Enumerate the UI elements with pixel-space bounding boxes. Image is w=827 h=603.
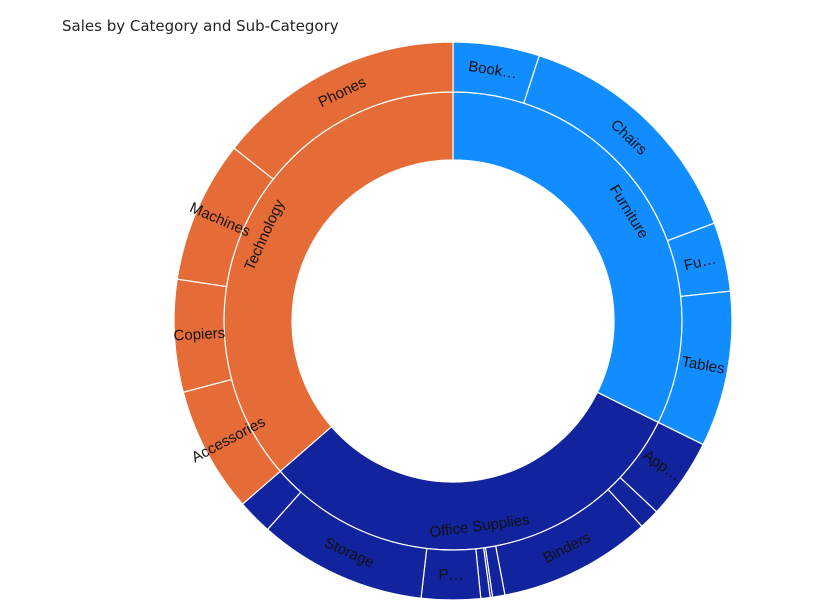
subcategory-label-paper: P… — [439, 566, 464, 583]
subcategory-segment-phones[interactable] — [233, 41, 454, 180]
chart-title: Sales by Category and Sub-Category — [62, 17, 339, 35]
subcategory-label-copiers: Copiers — [173, 325, 226, 345]
